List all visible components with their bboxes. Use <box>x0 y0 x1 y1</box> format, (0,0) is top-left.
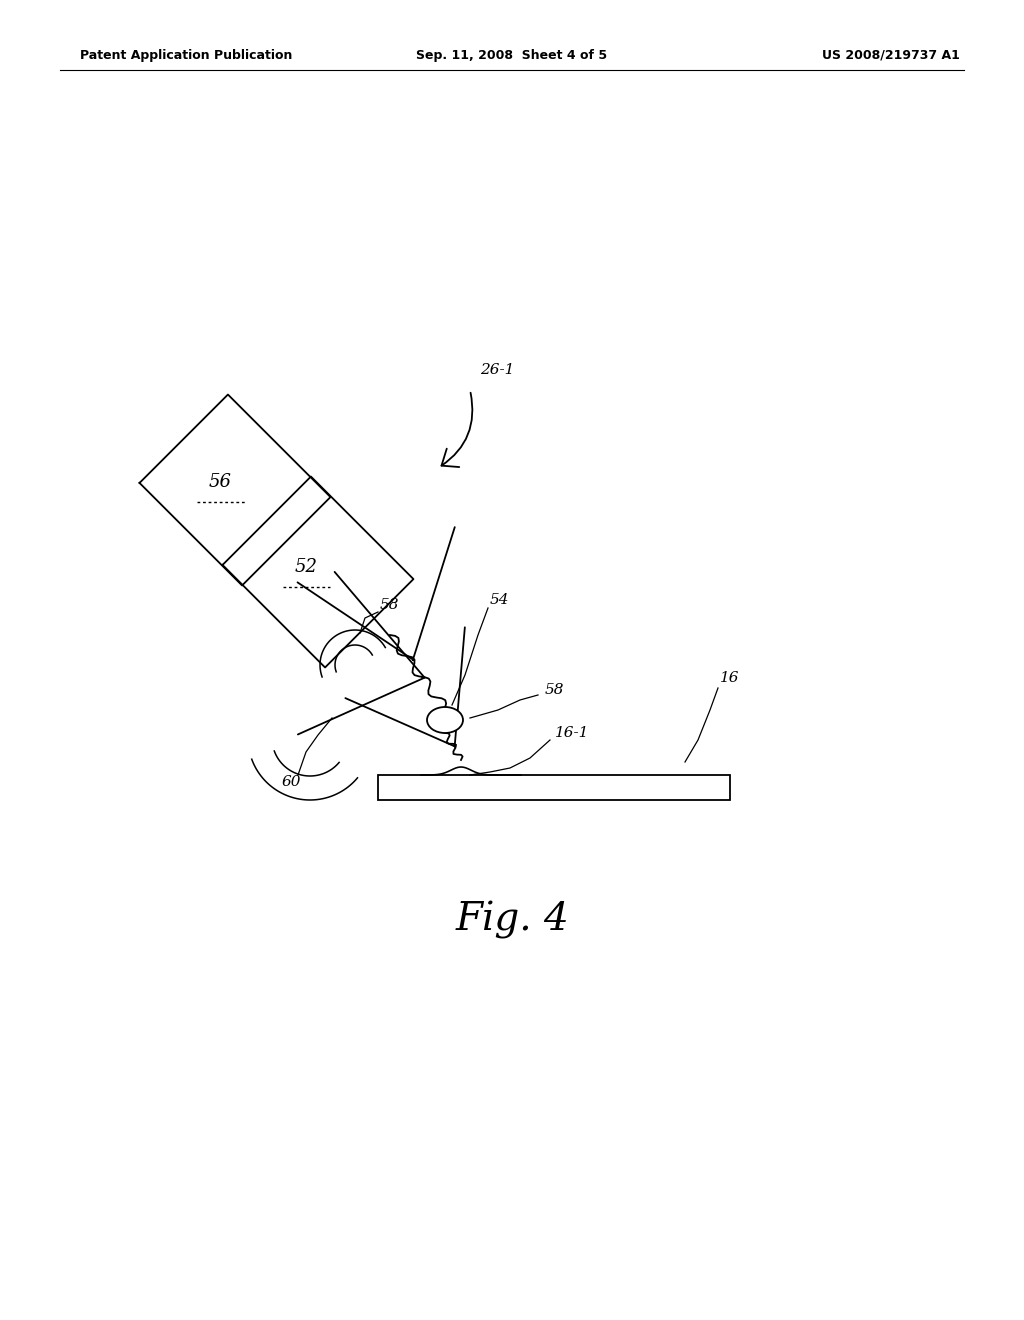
Bar <box>378 775 730 800</box>
Text: 26-1: 26-1 <box>480 363 514 378</box>
Text: 16: 16 <box>720 671 739 685</box>
Text: 58: 58 <box>545 682 564 697</box>
Text: 58: 58 <box>380 598 399 612</box>
Text: Fig. 4: Fig. 4 <box>455 902 569 939</box>
Text: Sep. 11, 2008  Sheet 4 of 5: Sep. 11, 2008 Sheet 4 of 5 <box>417 49 607 62</box>
Text: Patent Application Publication: Patent Application Publication <box>80 49 293 62</box>
Text: 56: 56 <box>209 473 231 491</box>
Ellipse shape <box>427 708 463 733</box>
FancyArrowPatch shape <box>441 393 472 467</box>
Text: 52: 52 <box>295 558 317 576</box>
Text: 16-1: 16-1 <box>555 726 590 741</box>
Text: 60: 60 <box>282 775 301 789</box>
Text: 54: 54 <box>490 593 510 607</box>
Text: US 2008/219737 A1: US 2008/219737 A1 <box>822 49 961 62</box>
